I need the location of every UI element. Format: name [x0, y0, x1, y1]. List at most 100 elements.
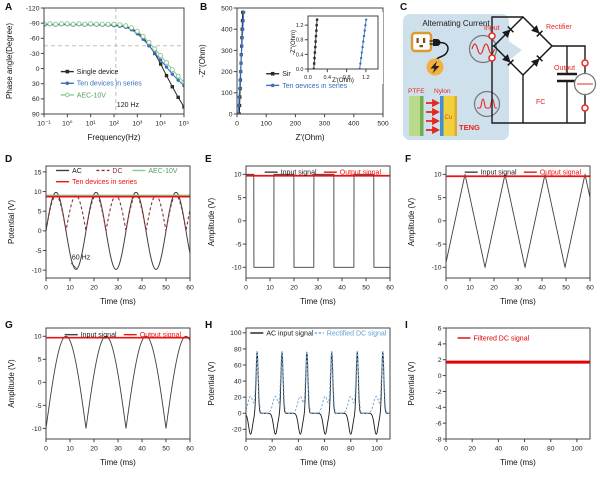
marker-circle: [237, 95, 241, 99]
y-tick-label: -30: [30, 51, 40, 58]
marker-square: [313, 56, 316, 60]
nylon-label: Nylon: [434, 88, 451, 95]
legend-label: AC: [72, 168, 82, 175]
marker-square: [314, 34, 318, 38]
y-tick-label: 20: [234, 395, 242, 402]
x-tick-label: 30: [114, 284, 122, 291]
chart-sine-wave: 0 10 20 30 40 50 60 -10 -5 0 5 10 Time (ms) Amplitude…: [7, 327, 194, 467]
marker-circle: [65, 81, 70, 86]
x-tick-label: 10⁰: [62, 120, 73, 127]
x-tick-label: 0.4: [323, 75, 331, 81]
x-axis-label: Z'(Ohm): [295, 133, 324, 142]
x-axis-label: Time (ms): [100, 297, 136, 306]
x-tick-label: 20: [268, 445, 276, 452]
y-tick-label: 0: [438, 373, 442, 380]
x-axis-label: Time (ms): [300, 297, 336, 306]
y-tick-label: 60: [234, 362, 242, 369]
plot-border: [307, 15, 379, 70]
y-tick-label: 0: [238, 218, 242, 225]
plug-icon: [433, 39, 441, 46]
outlet-icon: [410, 31, 433, 53]
legend-label: AC input signal: [266, 330, 314, 337]
circuit-wires: [491, 16, 586, 124]
x-tick-label: 200: [290, 120, 302, 127]
y-tick-label: 0: [438, 218, 442, 225]
legend-label: Input signal: [281, 170, 317, 177]
teng-waveform-circle-icon: [473, 90, 501, 118]
series-line: [246, 350, 390, 435]
marker-circle: [158, 58, 163, 62]
series-line: [46, 194, 190, 231]
y-tick-label: 15: [34, 169, 42, 176]
marker-circle-open: [164, 60, 169, 65]
y-tick-label: -10: [32, 268, 42, 275]
x-tick-label: 60: [186, 284, 194, 291]
marker-square: [315, 18, 319, 21]
x-tick-label: 10²: [109, 120, 120, 127]
marker-circle-open: [152, 46, 158, 52]
x-tick-label: 10: [466, 284, 474, 291]
marker-square: [164, 73, 169, 78]
x-tick-label: 0: [44, 445, 48, 452]
y-tick-label: 30: [32, 81, 40, 88]
y-tick-label: 400: [221, 27, 233, 34]
annotation-leader: [70, 262, 77, 269]
series-line: [246, 350, 390, 414]
y-tick-label: 6: [438, 325, 442, 332]
x-tick-label: 40: [138, 284, 146, 291]
x-tick-label: 40: [495, 445, 503, 452]
legend-label: Input signal: [81, 332, 117, 339]
marker-square: [176, 95, 180, 100]
marker-circle-open: [169, 67, 175, 73]
x-tick-label: 0: [244, 284, 248, 291]
y-tick-label: -5: [235, 241, 241, 248]
x-tick-label: 0: [235, 120, 239, 127]
y-tick-label: 10: [234, 172, 242, 179]
y-axis-label: Potential (V): [7, 200, 16, 244]
x-tick-label: 10: [66, 284, 74, 291]
x-tick-label: 20: [90, 445, 98, 452]
marker-circle: [363, 29, 366, 32]
ac-box-title: Alternating Current: [422, 19, 490, 28]
x-axis-label: Time (ms): [500, 458, 536, 467]
marker-circle: [176, 78, 180, 82]
marker-circle-open: [105, 21, 111, 27]
y-tick-label: 300: [221, 48, 233, 55]
x-tick-label: 400: [348, 120, 360, 127]
ptfe-layer: [409, 96, 420, 136]
x-tick-label: 100: [261, 120, 273, 127]
y-tick-label: 80: [234, 346, 242, 353]
marker-circle: [241, 19, 245, 23]
marker-circle-open: [88, 21, 94, 27]
x-tick-label: 10⁴: [155, 120, 166, 127]
marker-square: [65, 69, 70, 74]
ac-source-box: Alternating Current PTFE Nylon: [403, 14, 522, 140]
legend-label: Output signal: [340, 170, 382, 177]
panel-label-e: E: [205, 154, 212, 165]
rectifier-circuit-diagram: Alternating Current PTFE Nylon: [403, 14, 597, 140]
panel-i-filtered-signal: I 0 20 40 60 80 100 -8 -6 -4 -2 0 2 4 6 Time (ms) Poten…: [400, 318, 600, 479]
y-tick-label: -5: [35, 403, 41, 410]
series-line: [313, 19, 318, 69]
x-tick-label: 0.8: [343, 75, 351, 81]
y-tick-label: 0: [36, 66, 40, 73]
series-group: [446, 173, 590, 269]
plot-border: [445, 327, 591, 440]
panel-label-i: I: [405, 320, 408, 331]
x-tick-label: 30: [114, 445, 122, 452]
x-tick-label: 40: [538, 284, 546, 291]
x-tick-label: 500: [377, 120, 389, 127]
x-axis-label: Z'(Ohm): [332, 78, 354, 84]
x-tick-label: 10¹: [86, 120, 97, 127]
x-tick-label: 50: [362, 284, 370, 291]
y-tick-label: 5: [438, 195, 442, 202]
series-group: [246, 173, 390, 268]
plot-border: [445, 165, 591, 279]
x-tick-label: 0: [44, 284, 48, 291]
marker-circle: [242, 10, 246, 14]
series-line: [359, 19, 367, 69]
marker-circle: [239, 53, 244, 57]
x-tick-label: 10³: [132, 120, 143, 127]
marker-circle: [239, 61, 243, 65]
power-cord: [435, 41, 449, 61]
